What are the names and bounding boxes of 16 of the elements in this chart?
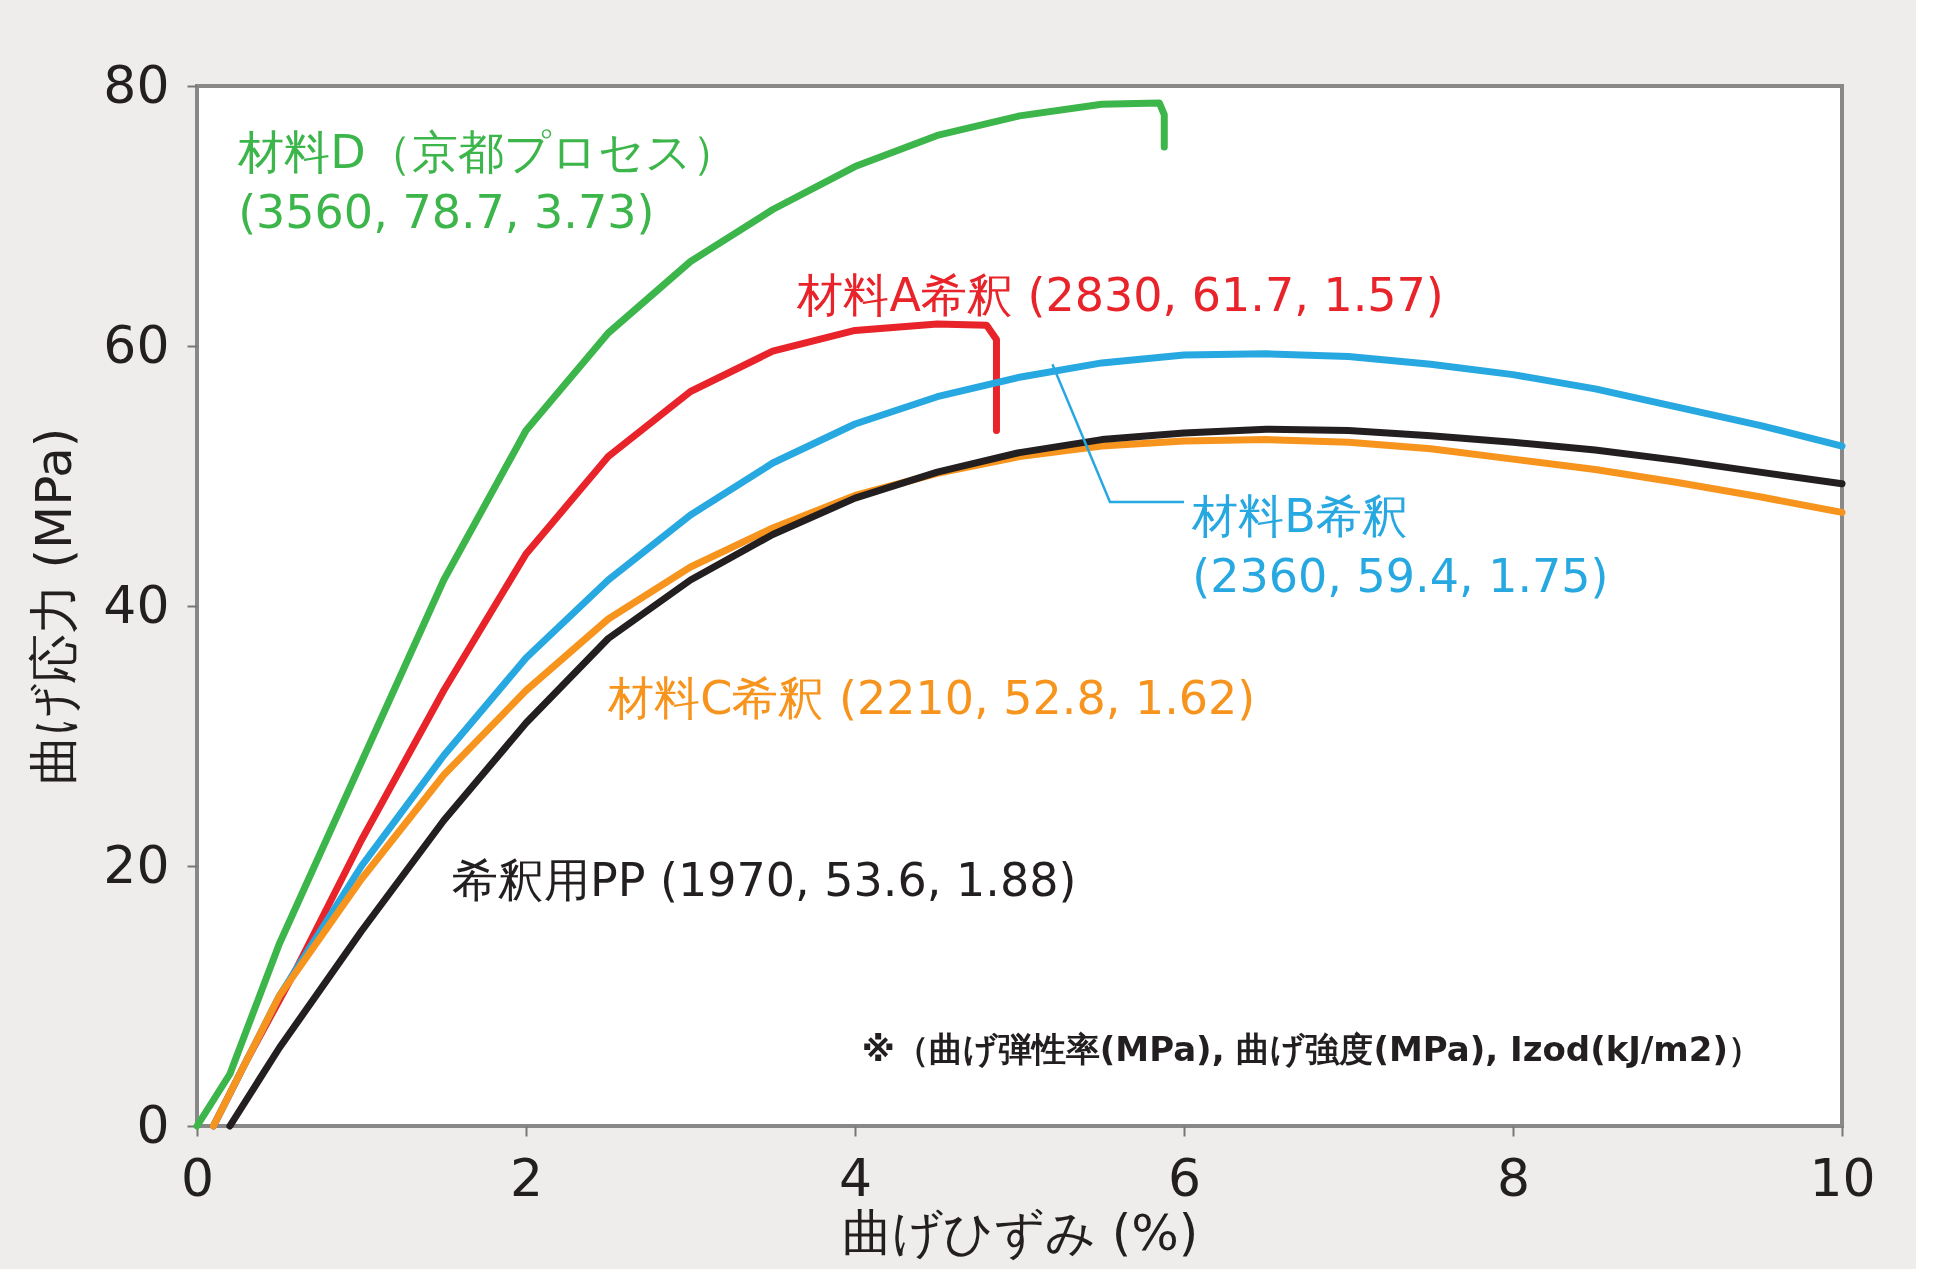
x-tick-label: 8: [1496, 1147, 1531, 1208]
series-label: 材料A希釈 (2830, 61.7, 1.57): [796, 267, 1444, 322]
y-tick-label: 80: [103, 54, 170, 115]
series-label: 希釈用PP (1970, 53.6, 1.88): [451, 852, 1077, 907]
text: 材料B希釈 (2360, 59.4, 1.75): [1191, 488, 1609, 603]
x-tick-label: 2: [509, 1147, 544, 1208]
y-tick-label: 20: [103, 834, 170, 895]
y-tick-label: 60: [103, 314, 170, 375]
series-label: 材料D（京都プロセス） (3560, 78.7, 3.73): [237, 124, 738, 239]
y-tick-label: 0: [136, 1094, 170, 1155]
annotation: ※（曲げ弾性率(MPa), 曲げ強度(MPa), Izod(kJ/m2)）: [861, 1029, 1762, 1069]
x-tick-label: 10: [1809, 1147, 1876, 1208]
y-tick-label: 40: [103, 574, 170, 635]
y-axis-title: 曲げ応力 (MPa): [25, 427, 84, 786]
x-tick-label: 0: [180, 1147, 215, 1208]
series-label: 材料C希釈 (2210, 52.8, 1.62): [607, 670, 1256, 725]
